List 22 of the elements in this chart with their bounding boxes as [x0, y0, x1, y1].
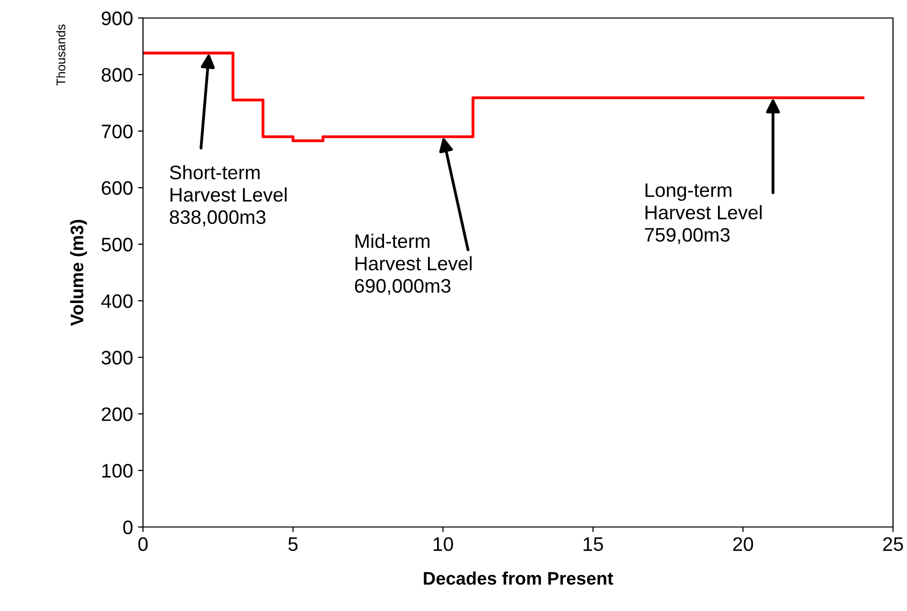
- x-tick-label: 0: [138, 537, 148, 552]
- y-tick-label: 200: [102, 407, 133, 422]
- y-tick-label: 500: [102, 238, 133, 252]
- y-tick-label: 800: [102, 68, 133, 82]
- x-axis-title: Decades from Present: [424, 572, 614, 585]
- x-tick-label: 5: [288, 537, 298, 552]
- y-tick-label: 100: [102, 464, 133, 478]
- y-tick-label: 900: [102, 11, 133, 26]
- annotation: Long-term Harvest Level 759,00m3: [644, 183, 762, 244]
- x-tick-label: 15: [584, 537, 603, 552]
- text: Thousands: [56, 24, 66, 86]
- y-tick-label: 0: [123, 520, 133, 534]
- x-tick-label: 25: [883, 537, 903, 552]
- annotation: Short-term Harvest Level 838,000m3: [170, 165, 287, 226]
- y-tick-label: 600: [102, 181, 133, 195]
- y-axis-title: Volume (m3): [70, 220, 87, 326]
- y-tick-label: 400: [101, 294, 133, 308]
- x-tick-label: 20: [733, 537, 754, 552]
- y-tick-label: 700: [102, 124, 133, 138]
- annotation: Mid-term Harvest Level 690,000m3: [354, 234, 472, 296]
- x-tick-label: 10: [434, 537, 454, 552]
- y-tick-label: 300: [102, 350, 133, 365]
